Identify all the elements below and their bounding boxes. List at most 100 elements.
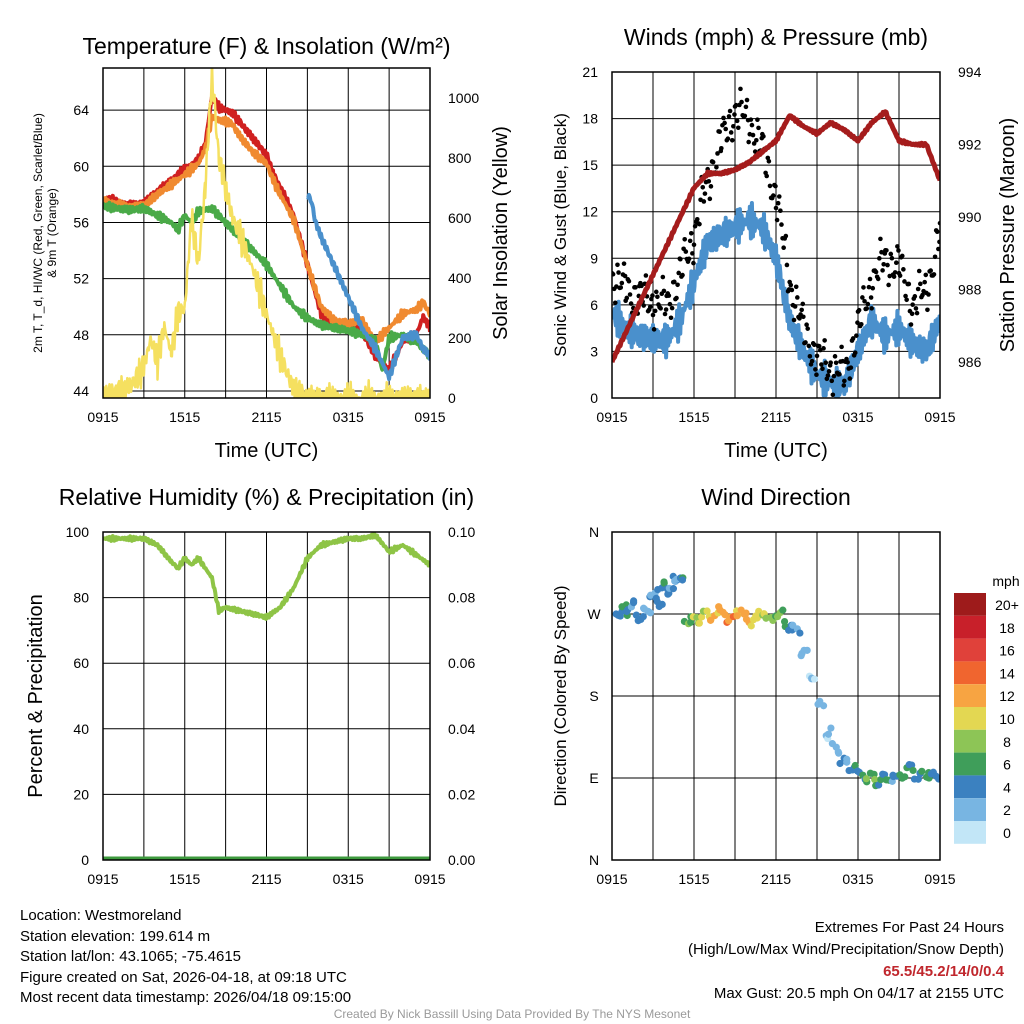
- gust-point: [783, 233, 789, 239]
- direction-point: [843, 758, 851, 766]
- direction-point: [918, 767, 926, 775]
- gust-point: [904, 297, 909, 303]
- x-tick-label: 2115: [251, 871, 281, 887]
- y-tick-label: 64: [73, 102, 89, 118]
- gust-point: [761, 134, 766, 139]
- gust-point: [729, 137, 735, 143]
- gust-point: [816, 343, 822, 349]
- gust-point: [651, 327, 657, 332]
- gust-point: [722, 120, 727, 126]
- y2-tick-label: 992: [958, 136, 982, 152]
- gust-point: [862, 298, 867, 304]
- credit-line: Created By Nick Bassill Using Data Provi…: [333, 1007, 691, 1021]
- gust-point: [616, 270, 621, 275]
- x-tick-label: 0915: [414, 409, 445, 425]
- gust-point: [823, 360, 829, 366]
- gust-point: [618, 285, 624, 290]
- gust-point: [735, 125, 741, 131]
- y-tick-label: 48: [73, 327, 89, 343]
- x-tick-label: 0915: [596, 871, 627, 887]
- y-tick-label: 60: [73, 655, 89, 671]
- x-tick-label: 0915: [924, 871, 955, 887]
- gust-point: [866, 284, 872, 290]
- gust-point: [658, 306, 663, 311]
- gust-point: [690, 251, 695, 256]
- gust-point: [622, 273, 628, 279]
- gust-point: [767, 183, 773, 189]
- gust-point: [868, 295, 874, 300]
- gust-point: [612, 271, 616, 277]
- colorbar-level: 12: [999, 688, 1015, 704]
- plot-frame: [611, 531, 941, 861]
- y-tick-label: 40: [73, 721, 89, 737]
- gust-point: [691, 242, 697, 248]
- direction-point: [669, 585, 678, 593]
- direction-point: [706, 616, 715, 624]
- y-tick-label: N: [589, 852, 599, 868]
- colorbar-swatch: [954, 615, 986, 639]
- series-line: [306, 192, 430, 382]
- gust-point: [755, 117, 760, 122]
- y-tick-label: 18: [582, 111, 598, 127]
- y2-tick-label: 994: [958, 64, 982, 80]
- y-tick-label: 9: [590, 250, 598, 266]
- colorbar-swatch: [954, 661, 986, 685]
- gust-point: [915, 286, 921, 292]
- direction-point: [871, 775, 879, 784]
- gust-point: [742, 113, 748, 119]
- colorbar-swatch: [954, 707, 986, 730]
- gust-point: [707, 196, 713, 202]
- direction-point: [753, 614, 761, 622]
- direction-point: [703, 607, 711, 615]
- y-tick-label: 6: [590, 297, 598, 313]
- gust-point: [902, 279, 907, 284]
- gust-point: [820, 366, 825, 372]
- gust-point: [727, 108, 733, 114]
- direction-point: [862, 775, 870, 783]
- direction-point: [687, 618, 695, 626]
- gust-point: [662, 311, 668, 317]
- direction-point: [629, 599, 638, 607]
- x-tick-label: 0315: [333, 871, 364, 887]
- gust-point: [628, 301, 634, 306]
- gust-point: [936, 246, 940, 252]
- gust-point: [914, 310, 920, 316]
- chart-title: Relative Humidity (%) & Precipitation (i…: [59, 484, 474, 510]
- gust-point: [626, 278, 632, 284]
- gust-point: [804, 322, 809, 328]
- y-tick-label: 56: [73, 214, 89, 230]
- gust-point: [892, 270, 898, 275]
- direction-point: [819, 702, 828, 710]
- gust-point: [661, 288, 667, 294]
- gust-point: [811, 342, 817, 348]
- gust-point: [932, 254, 938, 260]
- plot-frame: [611, 71, 941, 399]
- direction-point: [901, 773, 909, 781]
- direction-point: [660, 579, 668, 587]
- colorbar-label: mph: [992, 573, 1019, 589]
- gust-point: [668, 315, 674, 321]
- series-group: [612, 86, 940, 398]
- gust-point: [748, 117, 754, 122]
- y-tick-label: 21: [582, 64, 598, 80]
- gust-point: [858, 322, 864, 327]
- gust-point: [784, 262, 790, 268]
- gust-point: [643, 273, 649, 278]
- y-axis-label-line2: & 9m T (Orange): [45, 188, 59, 278]
- series-line: [612, 109, 940, 363]
- direction-point: [796, 629, 804, 637]
- gust-point: [746, 139, 751, 145]
- series-group: [103, 532, 430, 860]
- colorbar-swatch: [954, 775, 986, 799]
- extremes-legend: (High/Low/Max Wind/Precipitation/Snow De…: [688, 941, 1004, 958]
- gust-point: [744, 97, 750, 103]
- chart-panel-4: Wind Direction 0915 1515 2115 0315 0915 N E S W Nm…: [551, 484, 1020, 887]
- y-tick-label: 20: [73, 786, 89, 802]
- gust-point: [908, 322, 914, 327]
- gust-point: [880, 268, 885, 273]
- data-timestamp: Most recent data timestamp: 2026/04/18 0…: [20, 989, 352, 1006]
- y-tick-label: 12: [582, 204, 598, 220]
- y2-tick-label: 0: [448, 390, 456, 406]
- direction-point: [877, 776, 885, 784]
- max-gust: Max Gust: 20.5 mph On 04/17 at 2155 UTC: [713, 985, 1004, 1002]
